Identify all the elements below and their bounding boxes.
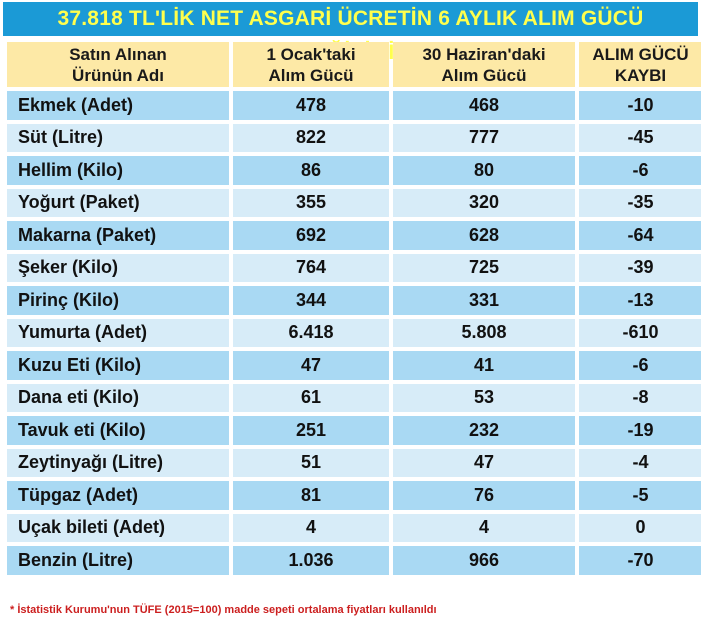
header-line: ALIM GÜCÜ: [592, 44, 689, 64]
cell-product-name: Hellim (Kilo): [7, 156, 229, 185]
cell-jun-power: 331: [393, 286, 575, 315]
cell-product-name: Uçak bileti (Adet): [7, 513, 229, 542]
cell-jun-power: 76: [393, 481, 575, 510]
header-power-loss: ALIM GÜCÜ KAYBI: [579, 42, 701, 87]
cell-product-name: Yumurta (Adet): [7, 318, 229, 347]
cell-product-name: Ekmek (Adet): [7, 91, 229, 120]
table-row: Benzin (Litre) 1.036 966 -70: [7, 546, 701, 575]
cell-jun-power: 41: [393, 351, 575, 380]
cell-jan-power: 6.418: [233, 318, 389, 347]
cell-jan-power: 764: [233, 253, 389, 282]
cell-product-name: Kuzu Eti (Kilo): [7, 351, 229, 380]
cell-jun-power: 53: [393, 383, 575, 412]
header-line: Alım Gücü: [268, 65, 354, 85]
header-product-name: Satın Alınan Ürünün Adı: [7, 42, 229, 87]
cell-product-name: Tavuk eti (Kilo): [7, 416, 229, 445]
table-row: Zeytinyağı (Litre) 51 47 -4: [7, 448, 701, 477]
table-row: Uçak bileti (Adet) 4 4 0: [7, 513, 701, 542]
table-row: Pirinç (Kilo) 344 331 -13: [7, 286, 701, 315]
cell-jan-power: 4: [233, 513, 389, 542]
cell-product-name: Şeker (Kilo): [7, 253, 229, 282]
header-line: Satın Alınan: [69, 44, 167, 64]
cell-jan-power: 692: [233, 221, 389, 250]
cell-power-loss: -6: [579, 156, 701, 185]
cell-product-name: Zeytinyağı (Litre): [7, 448, 229, 477]
cell-jan-power: 355: [233, 188, 389, 217]
cell-power-loss: -45: [579, 123, 701, 152]
cell-power-loss: -6: [579, 351, 701, 380]
cell-jun-power: 47: [393, 448, 575, 477]
cell-jan-power: 61: [233, 383, 389, 412]
cell-product-name: Tüpgaz (Adet): [7, 481, 229, 510]
cell-jun-power: 966: [393, 546, 575, 575]
table-row: Yumurta (Adet) 6.418 5.808 -610: [7, 318, 701, 347]
table-row: Makarna (Paket) 692 628 -64: [7, 221, 701, 250]
cell-jun-power: 628: [393, 221, 575, 250]
cell-jun-power: 80: [393, 156, 575, 185]
cell-jan-power: 251: [233, 416, 389, 445]
table-row: Dana eti (Kilo) 61 53 -8: [7, 383, 701, 412]
cell-jun-power: 468: [393, 91, 575, 120]
cell-power-loss: -8: [579, 383, 701, 412]
cell-product-name: Benzin (Litre): [7, 546, 229, 575]
table-body: Ekmek (Adet) 478 468 -10 Süt (Litre) 822 777 -4…: [7, 91, 701, 575]
cell-jan-power: 1.036: [233, 546, 389, 575]
cell-jun-power: 725: [393, 253, 575, 282]
cell-jan-power: 344: [233, 286, 389, 315]
cell-power-loss: -610: [579, 318, 701, 347]
cell-power-loss: -39: [579, 253, 701, 282]
header-line: 1 Ocak'taki: [266, 44, 356, 64]
cell-power-loss: -70: [579, 546, 701, 575]
header-line: 30 Haziran'daki: [422, 44, 546, 64]
cell-product-name: Süt (Litre): [7, 123, 229, 152]
table-row: Hellim (Kilo) 86 80 -6: [7, 156, 701, 185]
header-jan-power: 1 Ocak'taki Alım Gücü: [233, 42, 389, 87]
cell-power-loss: -4: [579, 448, 701, 477]
header-line: Ürünün Adı: [72, 65, 164, 85]
table-row: Tüpgaz (Adet) 81 76 -5: [7, 481, 701, 510]
table-row: Şeker (Kilo) 764 725 -39: [7, 253, 701, 282]
table-row: Ekmek (Adet) 478 468 -10: [7, 91, 701, 120]
header-jun-power: 30 Haziran'daki Alım Gücü: [393, 42, 575, 87]
header-line: Alım Gücü: [441, 65, 527, 85]
cell-jan-power: 822: [233, 123, 389, 152]
cell-jan-power: 81: [233, 481, 389, 510]
table-header-row: Satın Alınan Ürünün Adı 1 Ocak'taki Alım…: [7, 42, 701, 87]
cell-product-name: Makarna (Paket): [7, 221, 229, 250]
cell-power-loss: -35: [579, 188, 701, 217]
table-row: Kuzu Eti (Kilo) 47 41 -6: [7, 351, 701, 380]
cell-jun-power: 777: [393, 123, 575, 152]
cell-jan-power: 478: [233, 91, 389, 120]
cell-power-loss: -64: [579, 221, 701, 250]
cell-jun-power: 320: [393, 188, 575, 217]
cell-product-name: Yoğurt (Paket): [7, 188, 229, 217]
cell-jan-power: 86: [233, 156, 389, 185]
table-row: Tavuk eti (Kilo) 251 232 -19: [7, 416, 701, 445]
cell-power-loss: 0: [579, 513, 701, 542]
table-row: Yoğurt (Paket) 355 320 -35: [7, 188, 701, 217]
cell-jan-power: 51: [233, 448, 389, 477]
purchasing-power-table: Satın Alınan Ürünün Adı 1 Ocak'taki Alım…: [3, 38, 701, 579]
cell-jan-power: 47: [233, 351, 389, 380]
cell-jun-power: 4: [393, 513, 575, 542]
cell-jun-power: 232: [393, 416, 575, 445]
footnote: * İstatistik Kurumu'nun TÜFE (2015=100) …: [10, 604, 437, 616]
page-title: 37.818 TL'LİK NET ASGARİ ÜCRETİN 6 AYLIK…: [3, 2, 698, 64]
cell-power-loss: -10: [579, 91, 701, 120]
table-row: Süt (Litre) 822 777 -45: [7, 123, 701, 152]
cell-product-name: Dana eti (Kilo): [7, 383, 229, 412]
cell-power-loss: -5: [579, 481, 701, 510]
header-line: KAYBI: [614, 65, 667, 85]
cell-power-loss: -13: [579, 286, 701, 315]
cell-product-name: Pirinç (Kilo): [7, 286, 229, 315]
cell-jun-power: 5.808: [393, 318, 575, 347]
cell-power-loss: -19: [579, 416, 701, 445]
